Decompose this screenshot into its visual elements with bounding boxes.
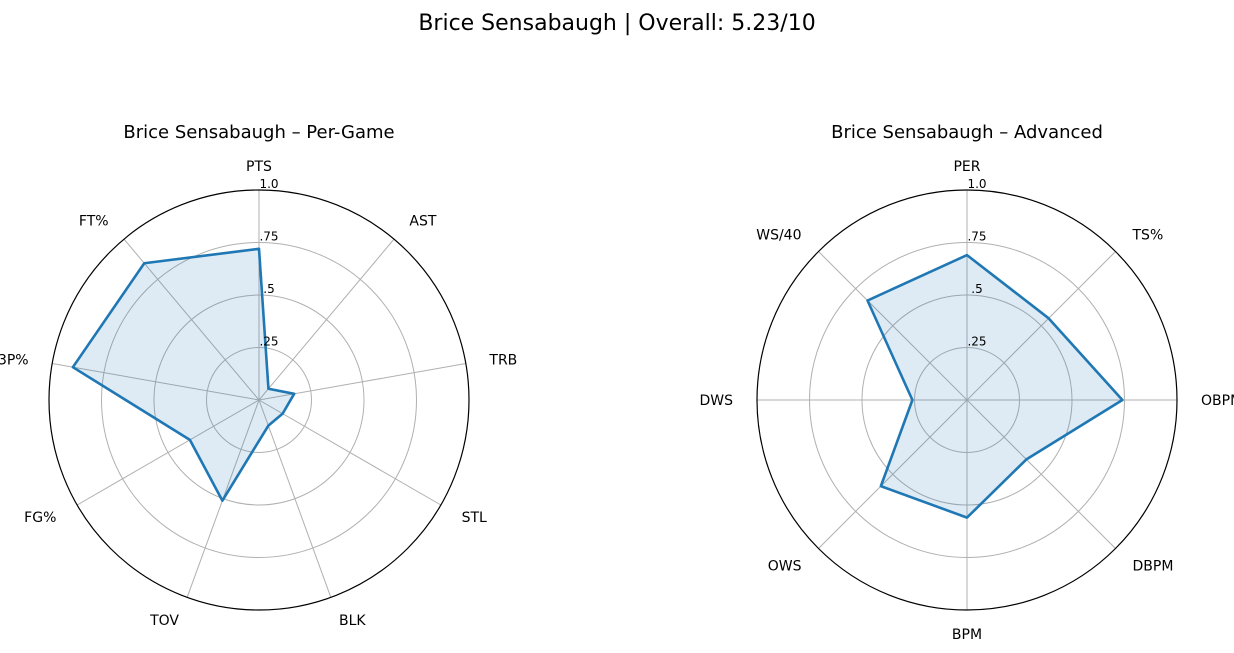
figure-title: Brice Sensabaugh | Overall: 5.23/10 (418, 11, 815, 36)
radial-tick-label: .5 (971, 282, 982, 296)
radial-tick-label: .25 (259, 335, 278, 349)
grid-circle (206, 347, 312, 453)
category-label: TRB (488, 352, 517, 368)
series-line (71, 247, 296, 502)
radial-tick-label: .25 (967, 335, 986, 349)
category-label: DWS (699, 393, 733, 409)
category-label: BLK (339, 613, 366, 629)
outer-frame (48, 189, 470, 611)
series-area (867, 255, 1123, 518)
panel-title: Brice Sensabaugh – Per-Game (123, 122, 394, 143)
radar-panel-2: Brice Sensabaugh – Advanced .25 .5 .75 1.0 PE… (699, 122, 1234, 643)
category-label: PTS (246, 159, 272, 175)
radial-tick-label: 1.0 (259, 177, 278, 191)
grid-circle (153, 294, 365, 506)
panel-title: Brice Sensabaugh – Advanced (831, 122, 1103, 143)
category-label: DBPM (1133, 559, 1174, 575)
grid-circle (809, 242, 1125, 558)
grid-circle (101, 242, 417, 558)
radial-tick-label: 1.0 (967, 177, 986, 191)
category-label: FT% (79, 214, 109, 230)
category-label: TS% (1132, 228, 1164, 244)
category-label: WS/40 (756, 228, 801, 244)
radar-panel-1: Brice Sensabaugh – Per-Game .25 .5 .75 1.0 PT… (0, 122, 517, 629)
radial-tick-label: .5 (263, 282, 274, 296)
category-label: AST (409, 214, 436, 230)
radial-tick-label: .75 (967, 230, 986, 244)
radial-tick-label: .75 (259, 230, 278, 244)
category-label: TOV (149, 613, 179, 629)
grid-circle (914, 347, 1020, 453)
category-label: STL (462, 510, 487, 526)
series-area (72, 248, 295, 501)
category-label: 3P% (0, 352, 29, 368)
category-label: OBPM (1201, 393, 1234, 409)
category-label: FG% (24, 510, 56, 526)
grid-circle (861, 294, 1073, 506)
category-label: OWS (768, 559, 802, 575)
outer-frame (756, 189, 1178, 611)
category-label: BPM (952, 627, 982, 643)
category-label: PER (953, 159, 980, 175)
